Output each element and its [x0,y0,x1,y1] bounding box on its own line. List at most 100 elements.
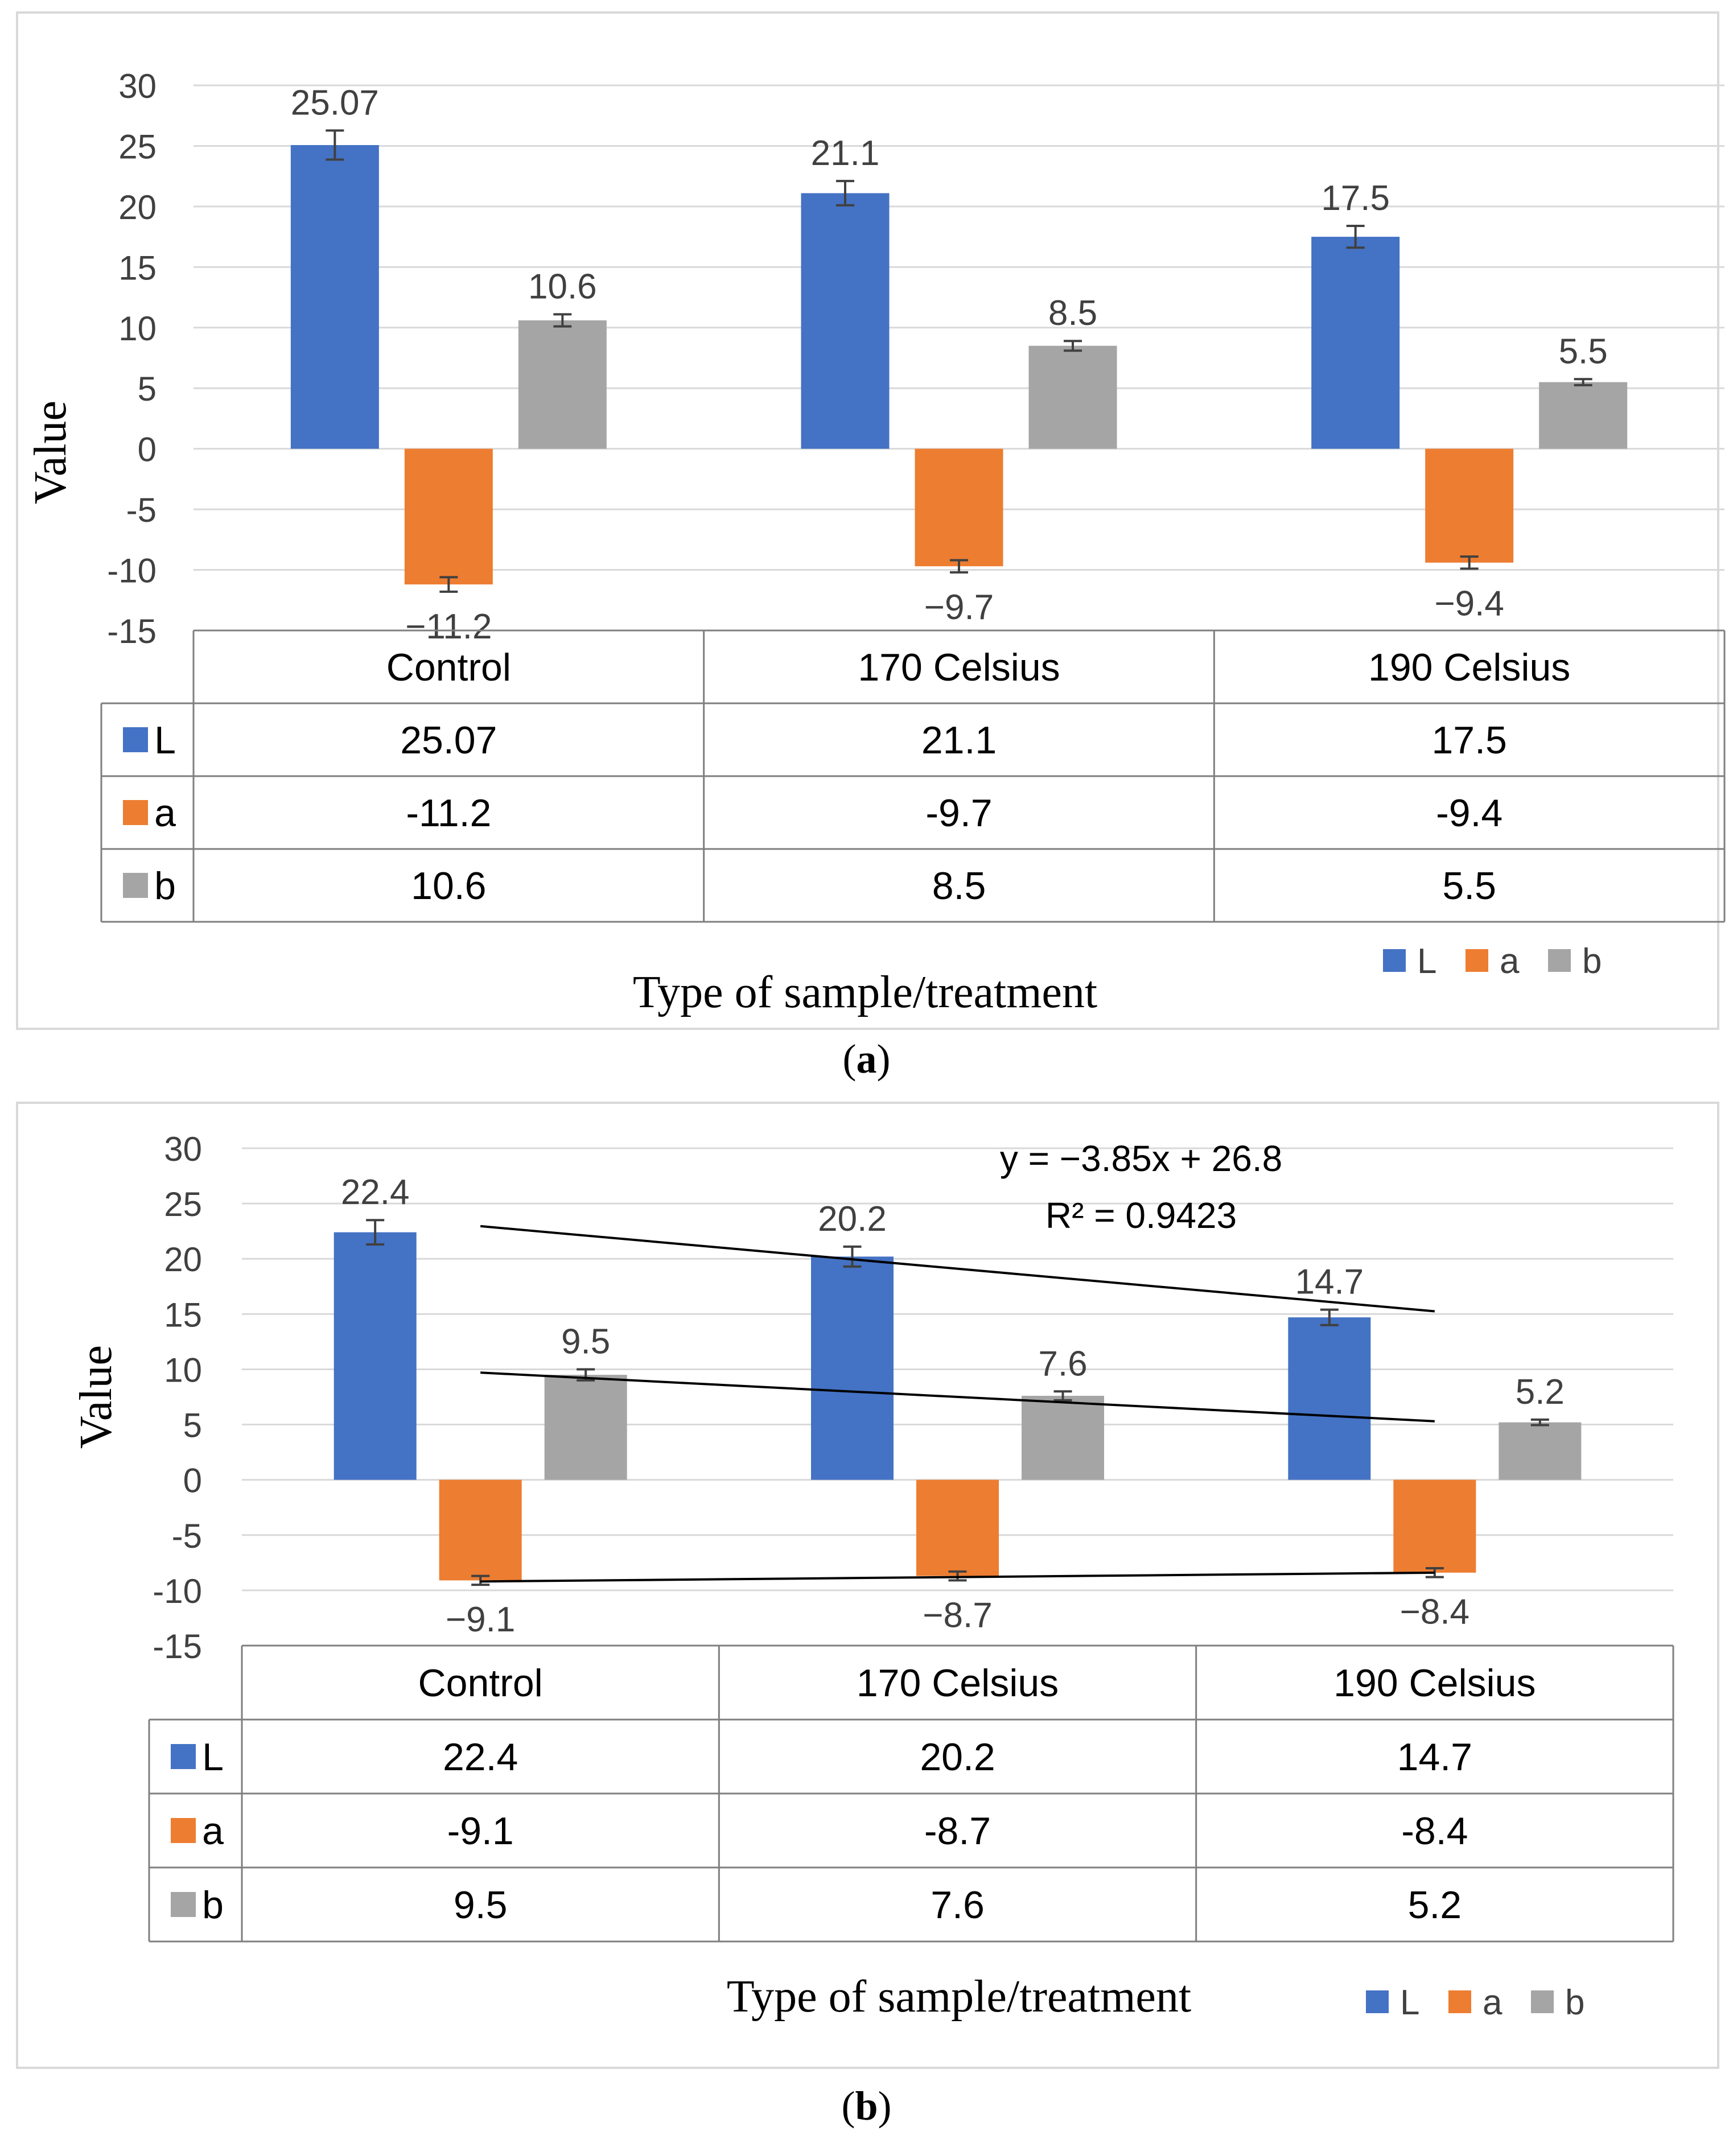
panel-a-ytick-label: -5 [126,491,157,529]
panel-b-legend-key-b [1531,1990,1554,2013]
panel-b-table-cell-a-1: -8.7 [924,1809,991,1853]
panel-b-table-series-name-b: b [202,1883,224,1927]
panel-b-table-cell-a-0: -9.1 [447,1809,514,1853]
panel-a-data-label-L-1: 21.1 [811,134,880,173]
panel-a-data-label-b-0: 10.6 [528,267,597,306]
panel-a-data-label-a-0: −11.2 [405,607,492,646]
panel-b-trend-equation: y = −3.85x + 26.8 [1000,1138,1282,1179]
panel-a-bar-b-2 [1539,382,1628,449]
panel-a-ytick-label: 5 [138,370,157,408]
panel-a-ytick-label: 15 [118,249,157,287]
panel-a-ytick-label: 10 [118,310,157,348]
panel-a-table-header-0: Control [386,646,511,689]
panel-b-data-label-a-1: −8.7 [923,1596,992,1635]
panel-b-trendline-1 [480,1371,1435,1423]
panel-a-bar-a-0 [404,448,493,585]
caption-b-label: b [855,2083,878,2129]
panel-a-table-header-1: 170 Celsius [858,646,1060,689]
panel-a-table-cell-L-1: 21.1 [921,719,997,762]
panel-a-bar-L-0 [290,145,379,449]
panel-a-ytick-label: -10 [107,552,157,590]
panel-b-table-legend-key-a [171,1818,196,1843]
panel-a-x-axis-title: Type of sample/treatment [633,967,1097,1017]
panel-a-ytick-label: -15 [107,612,157,650]
panel-b-table-cell-b-1: 7.6 [931,1883,985,1927]
panel-a-table-series-name-a: a [154,792,176,835]
caption-a-label: a [856,1036,877,1082]
panel-b-bar-b-1 [1022,1396,1104,1480]
panel-a-legend-label-b: b [1582,942,1602,981]
caption-a: (a) [0,1036,1733,1083]
panel-b-ytick-label: 25 [164,1185,202,1223]
caption-b-close: ) [878,2083,892,2129]
panel-b-data-label-b-1: 7.6 [1038,1344,1087,1383]
panel-b-legend-label-a: a [1483,1983,1503,2022]
panel-a-data-label-b-2: 5.5 [1559,332,1608,371]
panel-b-table-cell-b-0: 9.5 [454,1883,508,1927]
panel-a-table-cell-b-2: 5.5 [1442,864,1496,908]
panel-a-legend-label-a: a [1500,942,1520,981]
panel-a-ytick-label: 30 [118,67,157,105]
panel-a-bar-b-0 [518,320,607,449]
panel-b-trendline-0 [480,1225,1435,1313]
panel-a-table-legend-key-a [123,800,148,825]
panel-a-data-label-a-1: −9.7 [924,588,994,627]
panel-b-bar-L-1 [811,1256,894,1480]
panel-b-table-series-name-a: a [202,1809,224,1853]
panel-a-table-cell-L-0: 25.07 [400,719,497,762]
caption-b-open: ( [841,2083,855,2129]
panel-b-table-header-2: 190 Celsius [1333,1662,1536,1705]
panel-b-ytick-label: 0 [183,1462,202,1500]
panel-b-ytick-label: 20 [164,1240,202,1279]
panel-a-table-legend-key-b [123,873,148,898]
panel-a-bar-b-1 [1028,345,1117,449]
panel-a-y-axis-title: Value [26,401,76,504]
panel-b-bar-b-2 [1499,1422,1582,1480]
panel-a-legend-label-L: L [1417,942,1436,981]
panel-a-table-cell-a-2: -9.4 [1436,792,1503,835]
panel-b-trendline-2 [480,1571,1435,1583]
panel-a-bar-a-2 [1425,448,1514,563]
panel-b-bar-L-2 [1288,1317,1371,1480]
panel-b-legend-label-L: L [1400,1983,1419,2022]
panel-b-table-series-name-L: L [202,1735,224,1779]
panel-b-bar-a-0 [439,1479,522,1581]
panel-b-data-label-b-2: 5.2 [1516,1372,1565,1412]
panel-b-table-cell-a-2: -8.4 [1401,1809,1468,1853]
panel-a-table-series-name-b: b [154,864,176,908]
panel-b-legend-label-b: b [1565,1983,1584,2022]
panel-b-data-label-a-2: −8.4 [1400,1593,1469,1632]
panel-a-table-header-2: 190 Celsius [1368,646,1570,689]
caption-b: (b) [0,2083,1733,2130]
panel-b-ytick-label: 5 [183,1407,202,1445]
panel-b-legend-key-L [1366,1990,1389,2013]
panel-a-bar-L-1 [801,193,890,449]
panel-b-data-label-L-1: 20.2 [818,1199,887,1239]
panel-b-ytick-label: -10 [153,1572,202,1610]
panel-b-table-cell-b-2: 5.2 [1408,1883,1462,1927]
panel-a-data-label-b-1: 8.5 [1048,294,1097,333]
panel-b-bar-b-0 [544,1375,627,1480]
panel-b-table-header-1: 170 Celsius [857,1662,1059,1705]
panel-b-legend-key-a [1448,1990,1471,2013]
panel-a-table-cell-L-2: 17.5 [1431,719,1506,762]
panel-b-ytick-label: -5 [172,1517,202,1555]
panel-b-data-label-L-2: 14.7 [1295,1263,1364,1302]
panel-b-table-header-0: Control [418,1662,543,1705]
panel-b-table-legend-key-L [171,1744,196,1769]
panel-a-ytick-label: 25 [118,127,157,166]
panel-a-ytick-label: 0 [138,431,157,469]
panel-a-legend-key-b [1548,949,1571,972]
panel-b-ytick-label: -15 [153,1627,202,1666]
panel-a-ytick-label: 20 [118,188,157,226]
panel-b-x-axis-title: Type of sample/treatment [727,1972,1191,2022]
panel-b-trend-r2: R² = 0.9423 [1045,1195,1237,1236]
panel-b-ytick-label: 15 [164,1296,202,1334]
panel-a-table-legend-key-L [123,727,148,752]
panel-b-bar-L-0 [334,1232,417,1480]
panel-b-y-axis-title: Value [71,1345,121,1449]
panel-b-table-cell-L-0: 22.4 [443,1735,518,1779]
panel-a-data-label-a-2: −9.4 [1434,584,1504,623]
panel-a-bar-L-2 [1311,237,1400,449]
panel-b-table-cell-L-1: 20.2 [920,1735,995,1779]
